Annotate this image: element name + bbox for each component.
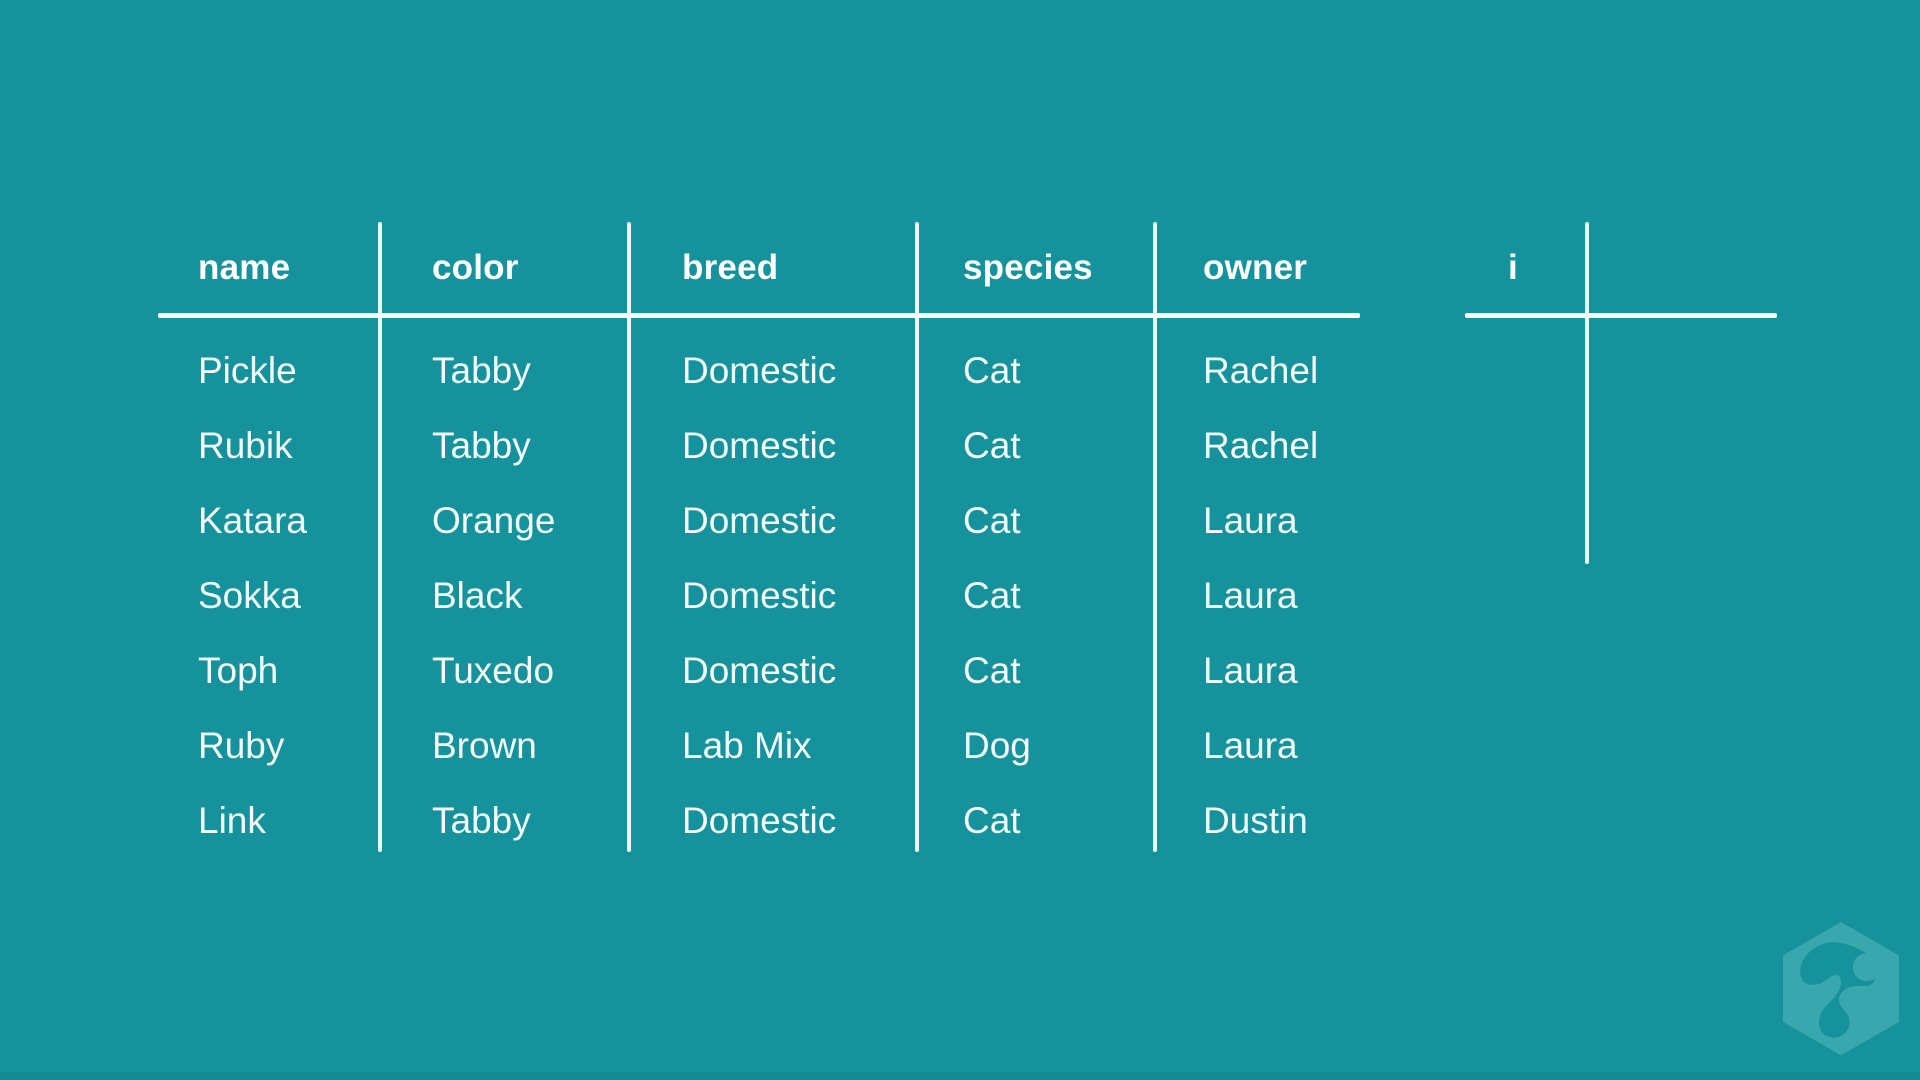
column-divider-2 xyxy=(627,222,631,852)
table-cell-name: Toph xyxy=(198,650,279,691)
table-cell-color: Brown xyxy=(432,725,537,766)
table-cell-color: Tuxedo xyxy=(432,650,555,691)
table-cell-color: Tabby xyxy=(432,425,531,466)
table-cell-owner: Laura xyxy=(1203,575,1298,616)
table-cell-owner: Laura xyxy=(1203,650,1298,691)
table-cell-breed: Domestic xyxy=(682,350,837,391)
table-cell-species: Cat xyxy=(963,575,1021,616)
table-cell-color: Tabby xyxy=(432,800,531,841)
table-cell-name: Pickle xyxy=(198,350,297,391)
column-header-breed[interactable]: breed xyxy=(682,248,779,287)
table-cell-species: Cat xyxy=(963,800,1021,841)
table-cell-species: Cat xyxy=(963,350,1021,391)
table-cell-species: Cat xyxy=(963,650,1021,691)
column-header-species[interactable]: species xyxy=(963,248,1093,287)
table-cell-color: Tabby xyxy=(432,350,531,391)
table-cell-color: Black xyxy=(432,575,523,616)
aux-column-divider xyxy=(1585,222,1589,564)
table-cell-name: Link xyxy=(198,800,266,841)
column-header-owner[interactable]: owner xyxy=(1203,248,1308,287)
table-cell-breed: Lab Mix xyxy=(682,725,812,766)
column-divider-3 xyxy=(915,222,919,852)
table-cell-breed: Domestic xyxy=(682,575,837,616)
table-cell-species: Dog xyxy=(963,725,1031,766)
table-cell-owner: Rachel xyxy=(1203,350,1319,391)
table-cell-breed: Domestic xyxy=(682,800,837,841)
header-rule-aux xyxy=(1465,313,1777,318)
bottom-edge-strip xyxy=(0,1072,1920,1080)
table-cell-color: Orange xyxy=(432,500,556,541)
table-cell-name: Ruby xyxy=(198,725,285,766)
table-cell-owner: Dustin xyxy=(1203,800,1308,841)
table-cell-breed: Domestic xyxy=(682,650,837,691)
table-cell-owner: Rachel xyxy=(1203,425,1319,466)
column-header-color[interactable]: color xyxy=(432,248,519,287)
table-cell-name: Sokka xyxy=(198,575,301,616)
table-cell-owner: Laura xyxy=(1203,725,1298,766)
column-divider-1 xyxy=(378,222,382,852)
table-cell-owner: Laura xyxy=(1203,500,1298,541)
table-cell-species: Cat xyxy=(963,500,1021,541)
table-cell-name: Rubik xyxy=(198,425,293,466)
table-cell-breed: Domestic xyxy=(682,500,837,541)
column-header-i[interactable]: i xyxy=(1508,248,1518,287)
table-cell-name: Katara xyxy=(198,500,308,541)
column-header-name[interactable]: name xyxy=(198,248,291,287)
table-cell-breed: Domestic xyxy=(682,425,837,466)
table-cell-species: Cat xyxy=(963,425,1021,466)
egghead-hexagon-logo-icon xyxy=(1776,920,1906,1066)
column-divider-4 xyxy=(1153,222,1157,852)
header-rule-main xyxy=(158,313,1360,318)
